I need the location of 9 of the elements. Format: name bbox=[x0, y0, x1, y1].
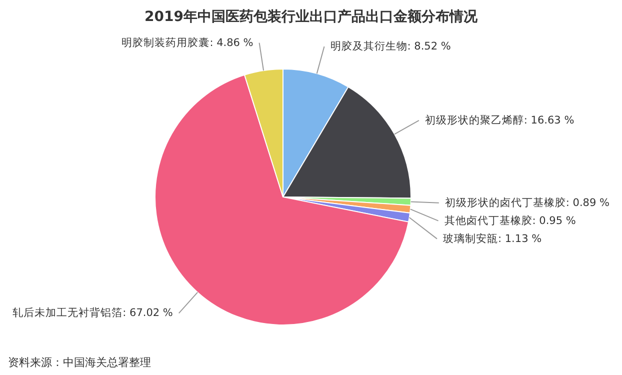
slice-label: 初级形状的聚乙烯醇: 16.63 % bbox=[424, 113, 574, 126]
slice-label: 玻璃制安瓿: 1.13 % bbox=[442, 232, 542, 245]
slice-label: 明胶及其衍生物: 8.52 % bbox=[330, 40, 451, 53]
slice-label: 轧后未加工无衬背铝箔: 67.02 % bbox=[12, 306, 173, 320]
slice-label: 其他卤代丁基橡胶: 0.95 % bbox=[444, 214, 576, 227]
slice-label: 初级形状的卤代丁基橡胶: 0.89 % bbox=[444, 196, 610, 209]
chart-title: 2019年中国医药包装行业出口产品出口金额分布情况 bbox=[144, 8, 478, 25]
slice-label: 明胶制装药用胶囊: 4.86 % bbox=[122, 36, 254, 49]
text: 资料来源：中国海关总署整理 bbox=[8, 356, 151, 369]
